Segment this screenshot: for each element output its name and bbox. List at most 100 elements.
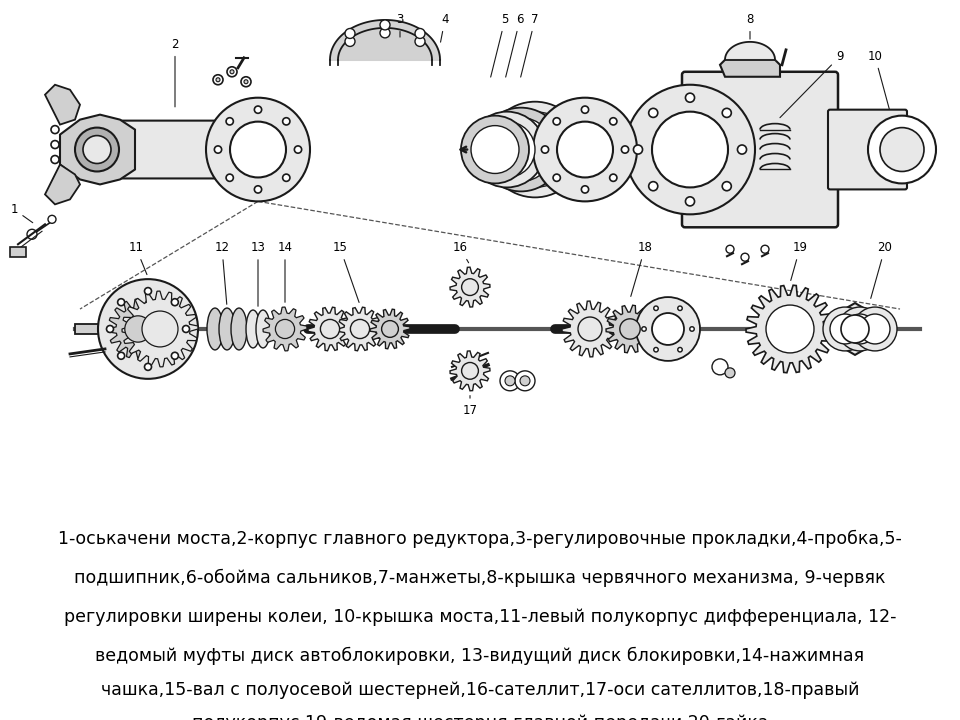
Circle shape: [685, 93, 694, 102]
Text: ведомый муфты диск автоблокировки, 13-видущий диск блокировки,14-нажимная: ведомый муфты диск автоблокировки, 13-ви…: [95, 647, 865, 665]
FancyBboxPatch shape: [682, 72, 838, 228]
Ellipse shape: [219, 308, 235, 350]
Circle shape: [621, 146, 629, 153]
Circle shape: [51, 156, 59, 163]
Circle shape: [515, 371, 535, 391]
Circle shape: [216, 78, 220, 82]
Text: 15: 15: [332, 241, 359, 302]
Text: 6: 6: [506, 13, 524, 77]
Ellipse shape: [231, 308, 247, 350]
Ellipse shape: [256, 310, 270, 348]
Polygon shape: [108, 299, 168, 359]
Text: 11: 11: [129, 241, 147, 274]
Circle shape: [860, 314, 890, 344]
Circle shape: [533, 98, 637, 202]
Circle shape: [726, 246, 734, 253]
Circle shape: [880, 127, 924, 171]
Circle shape: [118, 352, 125, 359]
Circle shape: [415, 29, 425, 38]
Text: 3: 3: [396, 13, 404, 37]
Circle shape: [254, 186, 262, 193]
Polygon shape: [263, 307, 307, 351]
Polygon shape: [308, 307, 352, 351]
Text: 16: 16: [452, 241, 468, 263]
Text: 1-оськачени моста,2-корпус главного редуктора,3-регулировочные прокладки,4-пробк: 1-оськачени моста,2-корпус главного реду…: [58, 530, 902, 548]
Circle shape: [230, 70, 234, 73]
Text: чашка,15-вал с полуосевой шестерней,16-сателлит,17-оси сателлитов,18-правый: чашка,15-вал с полуосевой шестерней,16-с…: [101, 681, 859, 699]
Polygon shape: [450, 351, 490, 391]
Circle shape: [415, 37, 425, 46]
Text: 19: 19: [791, 241, 807, 281]
Circle shape: [172, 352, 179, 359]
Circle shape: [868, 116, 936, 184]
Text: 2: 2: [171, 38, 179, 107]
Text: 7: 7: [520, 13, 539, 77]
Circle shape: [145, 364, 152, 370]
Circle shape: [652, 112, 728, 187]
Circle shape: [654, 306, 659, 310]
Polygon shape: [720, 60, 780, 77]
Circle shape: [226, 117, 233, 125]
Text: 5: 5: [491, 13, 509, 77]
Circle shape: [845, 314, 875, 344]
Circle shape: [770, 309, 810, 349]
Circle shape: [654, 348, 659, 352]
Polygon shape: [338, 307, 382, 351]
Circle shape: [830, 314, 860, 344]
Circle shape: [321, 320, 340, 338]
Polygon shape: [562, 301, 618, 357]
Circle shape: [634, 145, 642, 154]
Polygon shape: [45, 164, 80, 204]
Circle shape: [98, 279, 198, 379]
Circle shape: [625, 85, 755, 215]
Circle shape: [582, 186, 588, 193]
Circle shape: [505, 376, 515, 386]
Circle shape: [761, 246, 769, 253]
Polygon shape: [60, 114, 135, 184]
Circle shape: [766, 305, 814, 353]
Polygon shape: [122, 291, 198, 367]
Circle shape: [118, 299, 125, 306]
Circle shape: [725, 368, 735, 378]
Circle shape: [649, 181, 658, 191]
Circle shape: [541, 146, 549, 153]
Circle shape: [678, 306, 683, 310]
Circle shape: [469, 112, 545, 187]
Circle shape: [125, 316, 151, 342]
Circle shape: [230, 122, 286, 177]
Circle shape: [520, 376, 530, 386]
Text: 13: 13: [251, 241, 265, 306]
Circle shape: [620, 319, 640, 339]
Circle shape: [649, 108, 658, 117]
Circle shape: [557, 122, 613, 177]
Circle shape: [51, 140, 59, 148]
Text: регулировки ширены колеи, 10-крышка моста,11-левый полукорпус дифференциала, 12-: регулировки ширены колеи, 10-крышка мост…: [63, 608, 897, 626]
Circle shape: [722, 108, 732, 117]
Circle shape: [652, 313, 684, 345]
Circle shape: [462, 362, 478, 379]
Circle shape: [487, 102, 583, 197]
Polygon shape: [370, 309, 410, 348]
Circle shape: [471, 125, 519, 174]
Polygon shape: [450, 267, 490, 307]
Circle shape: [838, 307, 882, 351]
Text: 20: 20: [871, 241, 893, 298]
Text: 14: 14: [277, 241, 293, 302]
Circle shape: [582, 106, 588, 113]
Circle shape: [124, 305, 172, 353]
Circle shape: [741, 253, 749, 261]
Polygon shape: [45, 85, 80, 125]
Circle shape: [610, 174, 617, 181]
Circle shape: [489, 117, 553, 181]
Polygon shape: [606, 305, 654, 353]
Circle shape: [381, 320, 398, 338]
FancyBboxPatch shape: [96, 121, 264, 179]
Text: 12: 12: [214, 241, 229, 305]
Circle shape: [206, 98, 310, 202]
Circle shape: [282, 174, 290, 181]
Circle shape: [553, 117, 561, 125]
Ellipse shape: [246, 310, 260, 348]
Circle shape: [213, 75, 223, 85]
Polygon shape: [746, 285, 834, 373]
Circle shape: [823, 307, 867, 351]
